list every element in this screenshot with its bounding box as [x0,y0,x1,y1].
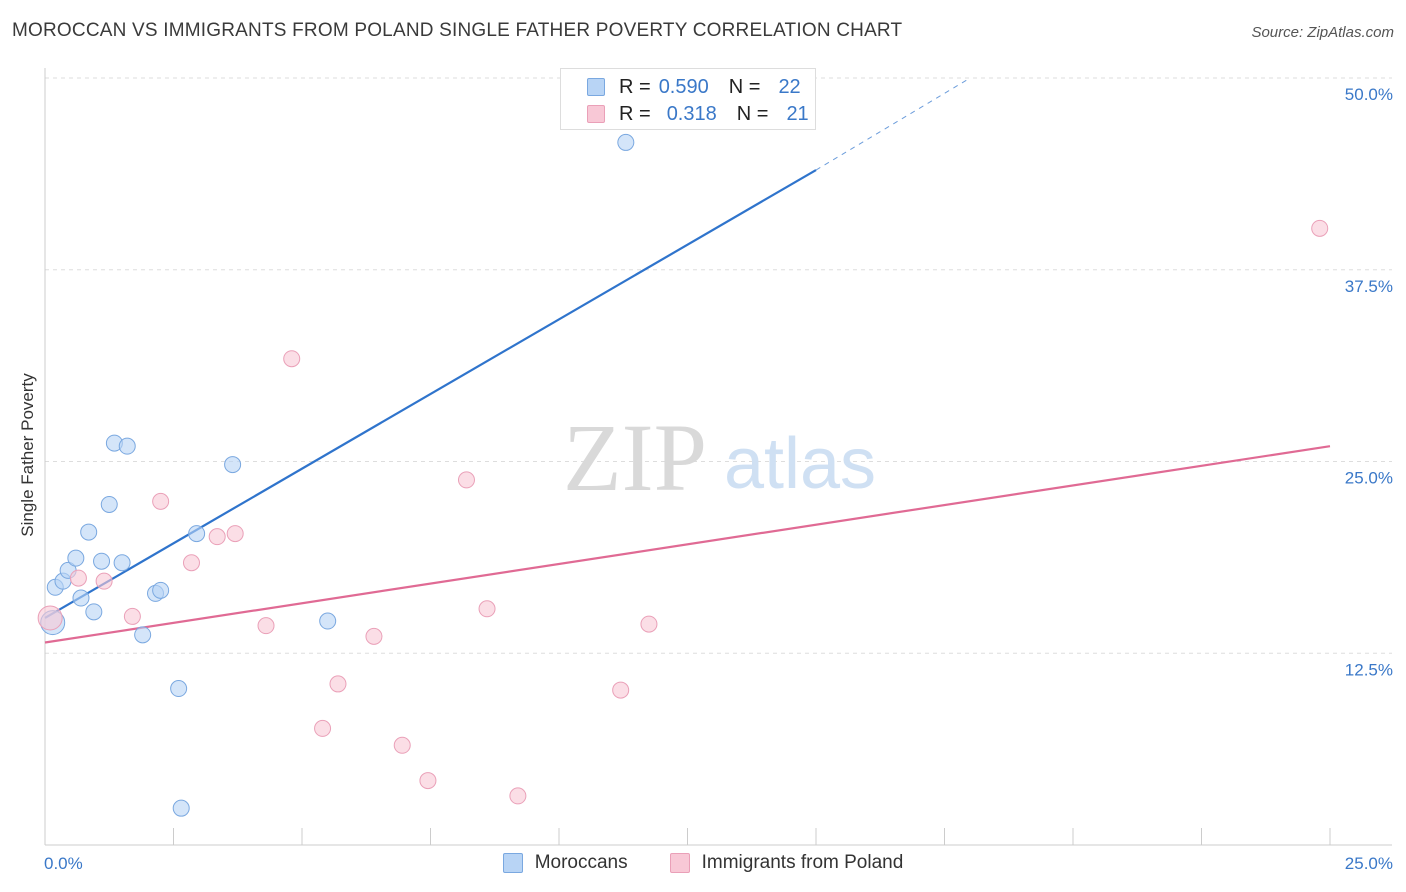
legend-row-moroccans: R = 0.590 N = 22 [587,76,801,98]
legend-swatch-blue [587,78,605,96]
y-tick-label: 50.0% [1345,85,1393,104]
point-poland [509,787,527,805]
data-points [37,133,1329,817]
point-moroccans [224,456,242,474]
point-moroccans [93,552,111,570]
y-axis-label: Single Father Poverty [18,373,37,537]
point-poland [365,627,383,645]
point-poland [478,600,496,618]
legend-n-label: N = [728,75,761,98]
x-tick-label: 25.0% [1345,854,1393,873]
correlation-legend: R = 0.590 N = 22 R = 0.318 N = 21 [560,68,816,130]
point-moroccans [170,680,188,698]
y-tick-label: 37.5% [1345,277,1393,296]
point-poland [283,350,301,368]
legend-r-label: R = [619,75,651,98]
point-poland [37,605,63,631]
legend-r-value: 0.318 [666,102,717,125]
series-swatch-blue [502,853,523,873]
source-label: Source: ZipAtlas.com [1251,24,1394,41]
point-moroccans [134,626,152,644]
watermark-atlas: atlas [724,424,876,504]
watermark: ZIP atlas [563,404,876,511]
point-moroccans [118,437,136,455]
point-moroccans [67,549,85,567]
trendline-poland [44,445,1331,644]
point-moroccans [188,525,206,543]
point-moroccans [100,495,118,513]
legend-row-poland: R = 0.318 N = 21 [587,103,809,125]
trendlines [44,77,1331,644]
point-poland [257,617,275,635]
point-poland [393,736,411,754]
point-poland [182,554,200,572]
point-poland [208,528,226,546]
legend-r-label: R = [619,102,651,125]
point-poland [1311,219,1329,237]
y-tick-label: 12.5% [1345,660,1393,679]
point-poland [95,572,113,590]
point-poland [123,607,141,625]
x-tick-label: 0.0% [44,854,83,873]
point-moroccans [85,603,103,621]
point-poland [329,675,347,693]
point-poland [419,772,437,790]
point-poland [457,471,475,489]
grid-lines [45,77,1392,654]
point-moroccans [113,554,131,572]
tick-labels: 12.5% 25.0% 37.5% 50.0% 0.0% 25.0% [44,85,1393,873]
point-moroccans [617,133,635,151]
legend-swatch-pink [587,105,605,123]
series-name: Moroccans [534,852,628,873]
point-moroccans [172,799,190,817]
watermark-zip: ZIP [563,404,707,511]
point-poland [314,719,332,737]
point-poland [612,681,630,699]
trendline-moroccans [44,169,817,619]
series-legend-moroccans[interactable]: Moroccans [502,852,628,874]
point-poland [69,569,87,587]
series-legend: Moroccans Immigrants from Poland [0,852,1406,874]
legend-n-label: N = [736,102,769,125]
trendline-moroccans-extension [815,77,971,171]
point-moroccans [319,612,337,630]
point-poland [152,492,170,510]
point-moroccans [152,581,170,599]
point-moroccans [80,523,98,541]
axes [44,68,1392,846]
point-poland [226,525,244,543]
y-tick-label: 25.0% [1345,469,1393,488]
point-moroccans [72,589,90,607]
legend-r-value: 0.590 [658,75,709,98]
legend-n-value: 21 [786,102,809,125]
point-poland [640,615,658,633]
series-swatch-pink [669,853,690,873]
series-legend-poland[interactable]: Immigrants from Poland [669,852,904,874]
series-name: Immigrants from Poland [701,852,904,873]
chart-title: MOROCCAN VS IMMIGRANTS FROM POLAND SINGL… [12,20,903,41]
legend-n-value: 22 [778,75,801,98]
